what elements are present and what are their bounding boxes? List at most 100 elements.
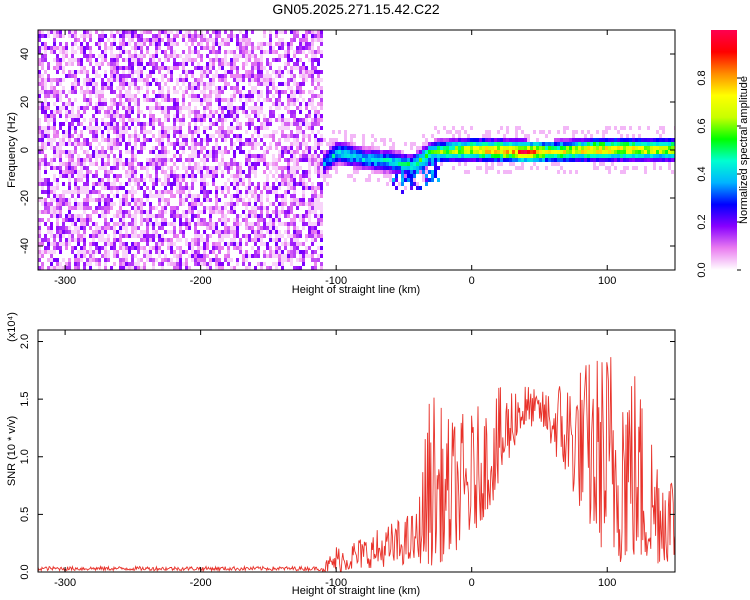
spectrogram-cell [131,154,134,158]
spectrogram-cell [68,90,71,94]
spectrogram-cell [41,90,44,94]
spectrogram-cell [143,82,146,86]
spectrogram-cell [101,214,104,218]
spectrogram-cell [281,178,284,182]
spectrogram-cell [452,166,455,170]
spectrogram-cell [170,74,173,78]
spectrogram-cell [122,82,125,86]
spectrogram-cell [215,266,218,270]
spectrogram-cell [248,198,251,202]
spectrogram-cell [515,166,518,170]
spectrogram-cell [53,66,56,70]
spectrogram-cell [83,46,86,50]
spectrogram-cell [170,258,173,262]
spectrogram-cell [278,58,281,62]
spectrogram-cell [161,222,164,226]
spectrogram-cell [434,174,437,178]
spectrogram-cell [539,146,542,150]
spectrogram-cell [110,198,113,202]
spectrogram-cell [233,174,236,178]
spectrogram-cell [101,226,104,230]
spectrogram-cell [302,182,305,186]
spectrogram-cell [74,218,77,222]
spectrogram-cell [314,118,317,122]
spectrogram-cell [275,210,278,214]
spectrogram-cell [116,134,119,138]
spectrogram-cell [56,130,59,134]
spectrogram-cell [95,138,98,142]
spectrogram-cell [290,150,293,154]
spectrogram-cell [101,198,104,202]
spectrogram-cell [287,186,290,190]
spectrogram-cell [203,262,206,266]
spectrogram-cell [464,158,467,162]
spectrogram-cell [218,242,221,246]
spectrogram-cell [218,86,221,90]
spectrogram-cell [176,142,179,146]
spectrogram-cell [131,262,134,266]
spectrogram-cell [239,250,242,254]
spectrogram-cell [293,122,296,126]
spectrogram-cell [95,190,98,194]
spectrogram-cell [197,42,200,46]
spectrogram-cell [56,234,59,238]
spectrogram-cell [122,122,125,126]
spectrogram-cell [98,142,101,146]
spectrogram-cell [86,54,89,58]
spectrogram-cell [152,58,155,62]
spectrogram-cell [260,110,263,114]
spectrogram-cell [290,178,293,182]
spectrogram-cell [134,34,137,38]
spectrogram-cell [203,206,206,210]
spectrogram-cell [83,94,86,98]
spectrogram-cell [314,238,317,242]
spectrogram-cell [473,142,476,146]
spectrogram-cell [92,66,95,70]
spectrogram-cell [485,146,488,150]
spectrogram-cell [71,218,74,222]
spectrogram-cell [71,162,74,166]
spectrogram-cell [266,50,269,54]
spectrogram-cell [140,210,143,214]
spectrogram-cell [302,134,305,138]
spectrogram-cell [257,42,260,46]
spectrogram-cell [260,210,263,214]
spectrogram-cell [128,162,131,166]
spectrogram-cell [71,42,74,46]
spectrogram-cell [101,50,104,54]
spectrogram-cell [197,170,200,174]
spectrogram-cell [302,214,305,218]
spectrogram-cell [167,130,170,134]
spectrogram-cell [176,102,179,106]
spectrogram-cell [113,38,116,42]
spectrogram-cell [212,30,215,34]
spectrogram-cell [446,158,449,162]
spectrogram-cell [395,186,398,190]
spectrogram-cell [68,258,71,262]
spectrogram-cell [227,130,230,134]
spectrogram-cell [182,198,185,202]
spectrogram-cell [278,182,281,186]
spectrogram-cell [620,158,623,162]
spectrogram-cell [116,30,119,34]
spectrogram-cell [671,170,674,174]
spectrogram-cell [125,66,128,70]
spectrogram-cell [566,154,569,158]
spectrogram-cell [386,182,389,186]
spectrogram-cell [254,66,257,70]
spectrogram-cell [80,130,83,134]
spectrogram-cell [488,138,491,142]
spectrogram-cell [164,230,167,234]
spectrogram-cell [254,142,257,146]
spectrogram-cell [104,46,107,50]
spectrogram-cell [647,154,650,158]
spectrogram-cell [191,154,194,158]
spectrogram-cell [179,262,182,266]
spectrogram-cell [164,134,167,138]
spectrogram-cell [248,190,251,194]
spectrogram-cell [356,154,359,158]
spectrogram-cell [647,146,650,150]
spectrogram-cell [383,138,386,142]
spectrogram-cell [290,202,293,206]
spectrogram-cell [242,170,245,174]
